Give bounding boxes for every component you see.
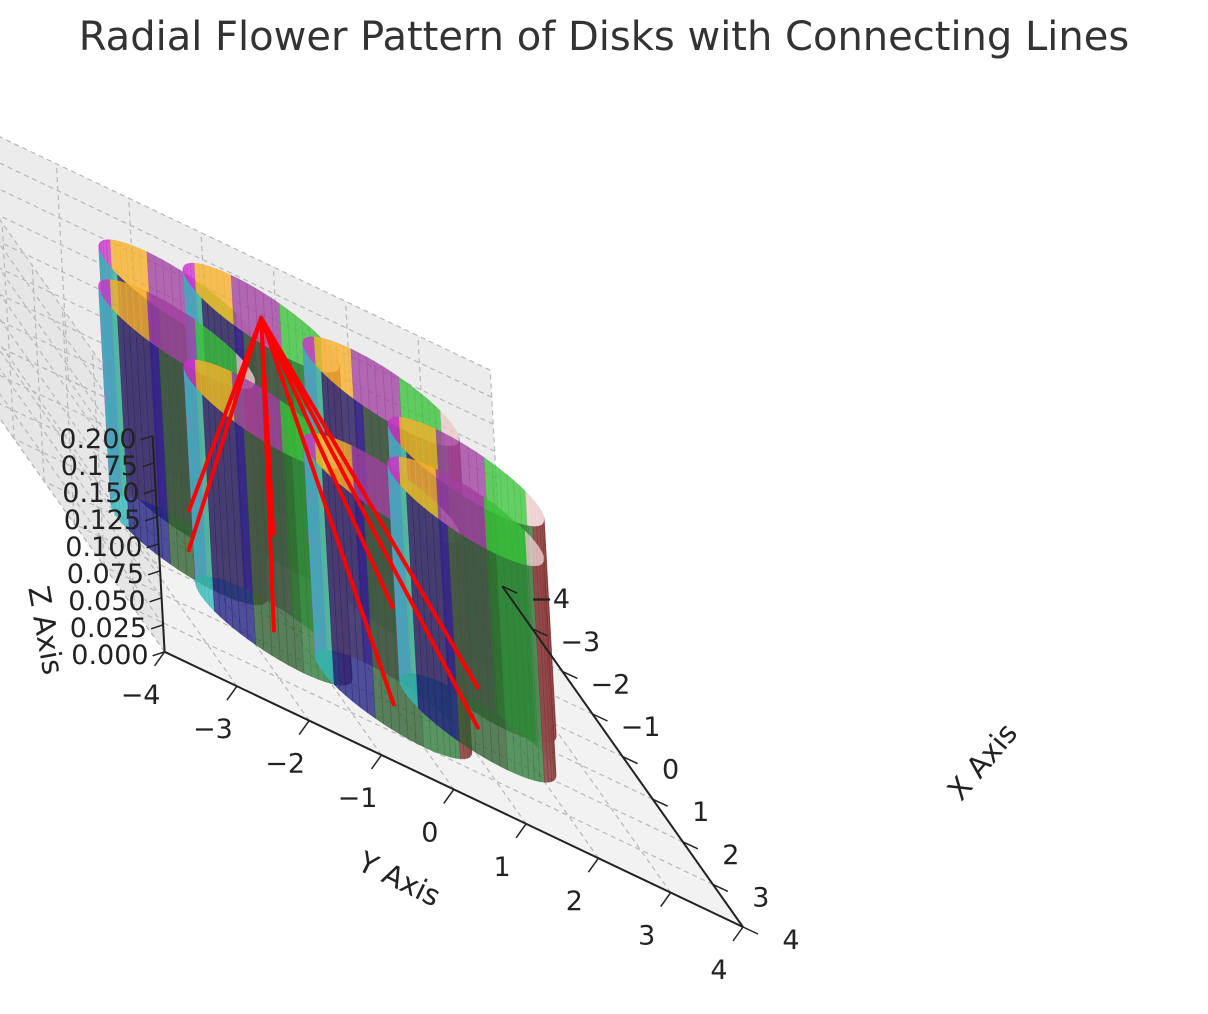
grid-line	[0, 343, 161, 572]
y-tick	[370, 754, 383, 770]
grid-line	[0, 162, 492, 398]
z-tick	[152, 651, 165, 657]
x-tick-label: −3	[560, 627, 600, 658]
y-tick	[226, 685, 238, 701]
z-tick-label: 0.200	[59, 424, 136, 455]
z-tick-label: 0.000	[71, 640, 148, 671]
connecting-line	[259, 315, 396, 707]
grid-line	[134, 608, 714, 885]
grid-line	[74, 523, 653, 800]
x-axis-label: X Axis	[941, 716, 1024, 806]
y-tick-label: 0	[421, 817, 438, 848]
x-tick	[652, 798, 669, 807]
chart-title: Radial Flower Pattern of Disks with Conn…	[78, 14, 1130, 60]
grid-line	[0, 392, 164, 626]
grid-line	[0, 374, 533, 630]
grid-line	[0, 403, 563, 672]
grid-line	[1, 222, 15, 439]
x-tick	[622, 755, 638, 765]
grid-line	[0, 294, 500, 533]
y-tick	[298, 720, 310, 736]
z-tick-label: 0.150	[62, 478, 139, 509]
grid-line	[104, 566, 684, 843]
grid-line	[0, 136, 491, 371]
y-tick	[515, 823, 527, 839]
z-tick	[141, 462, 155, 468]
grid-line	[0, 243, 155, 464]
y-tick	[443, 788, 455, 804]
z-tick-label: 0.075	[67, 559, 144, 590]
y-tick-label: −2	[265, 749, 305, 780]
z-tick-label: 0.125	[64, 505, 141, 536]
connecting-line	[259, 315, 276, 633]
grid-line	[0, 346, 503, 587]
z-tick-label: 0.050	[68, 586, 145, 617]
x-tick-label: 0	[662, 755, 679, 786]
grid-line	[0, 218, 154, 437]
grid-line	[0, 320, 501, 560]
x-tick-label: 3	[752, 882, 769, 913]
z-tick	[150, 624, 164, 630]
y-tick-label: −4	[121, 680, 161, 711]
x-tick	[592, 713, 608, 722]
x-tick-label: −1	[621, 712, 661, 743]
x-tick	[712, 883, 729, 893]
grid-line	[0, 215, 495, 452]
x-tick-label: 4	[782, 925, 799, 956]
x-tick-label: 1	[692, 797, 709, 828]
grid-line	[0, 188, 494, 425]
z-tick	[149, 597, 162, 603]
grid-line	[0, 318, 160, 545]
grid-line	[0, 293, 158, 518]
x-tick	[531, 628, 548, 637]
grid-line	[0, 417, 166, 653]
disk-strip	[532, 565, 549, 783]
connecting-lines	[186, 315, 480, 730]
y-tick-label: −1	[338, 783, 378, 814]
x-tick-label: −4	[530, 584, 570, 615]
z-tick	[143, 489, 156, 495]
z-tick-label: 0.025	[70, 613, 147, 644]
z-tick	[146, 543, 159, 549]
grid-line	[0, 267, 498, 506]
x-tick	[562, 670, 578, 680]
x-tick	[682, 841, 699, 850]
grid-line	[0, 241, 497, 479]
x-tick	[742, 926, 759, 935]
connecting-line	[259, 315, 480, 690]
z-tick	[147, 570, 161, 576]
connecting-line	[259, 315, 395, 610]
z-tick	[140, 435, 153, 441]
y-tick-label: 1	[494, 852, 511, 883]
y-tick	[660, 892, 672, 908]
connecting-line	[259, 315, 480, 730]
connecting-line	[186, 315, 264, 553]
grid-line	[0, 368, 163, 599]
y-tick-label: 2	[566, 886, 583, 917]
x-tick	[501, 585, 518, 594]
z-tick	[144, 516, 158, 522]
z-axis-label: Z Axis	[21, 583, 70, 677]
x-tick-label: −2	[590, 669, 630, 700]
x-tick-label: 2	[722, 840, 739, 871]
y-tick	[153, 651, 166, 667]
y-tick	[587, 857, 600, 873]
y-tick-label: 3	[638, 921, 655, 952]
y-tick	[732, 926, 744, 942]
grid-line	[91, 350, 105, 567]
disk	[387, 456, 557, 783]
y-tick-label: −3	[193, 714, 233, 745]
y-tick-label: 4	[710, 955, 727, 986]
grid-line	[0, 268, 157, 491]
z-tick-label: 0.175	[61, 451, 138, 482]
z-tick-label: 0.100	[65, 532, 142, 563]
y-axis-label: Y Axis	[352, 844, 446, 913]
